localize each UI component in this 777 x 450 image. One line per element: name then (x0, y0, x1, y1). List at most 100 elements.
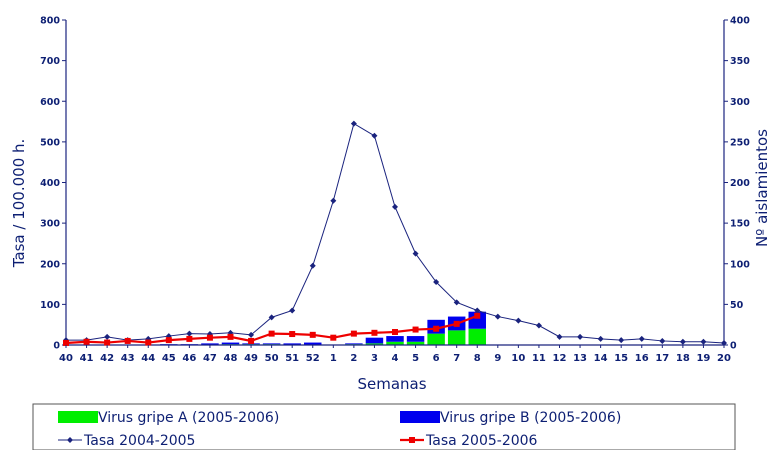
point-tasa-2004-2005 (309, 262, 316, 269)
point-tasa-2005-2006 (63, 339, 69, 346)
x-tick-label: 4 (392, 353, 399, 364)
y-axis-label-left: Tasa / 100.000 h. (10, 139, 28, 269)
point-tasa-2005-2006 (165, 337, 172, 344)
x-tick-label: 20 (717, 353, 731, 364)
point-tasa-2005-2006 (371, 329, 378, 336)
x-tick-label: 43 (121, 353, 135, 364)
bar-virus-b (221, 342, 240, 345)
y-left-tick-label: 800 (40, 16, 60, 27)
point-tasa-2004-2005 (494, 313, 501, 320)
point-tasa-2005-2006 (227, 333, 234, 340)
x-axis-label: Semanas (357, 375, 426, 393)
y-left-tick-label: 400 (40, 178, 60, 189)
y-left-tick-label: 0 (53, 341, 60, 352)
point-tasa-2005-2006 (453, 320, 460, 327)
legend-marker (67, 437, 73, 443)
x-tick-label: 15 (614, 353, 628, 364)
point-tasa-2005-2006 (124, 337, 131, 344)
y-right-tick-label: 250 (730, 137, 750, 148)
x-tick-label: 3 (371, 353, 378, 364)
x-axis-ticks: 40 41 42 43 44 45 46 47 48 49 50 51 52 1 2 3 4 5 6 7 8 9 10 11 1… (59, 345, 731, 364)
point-tasa-2004-2005 (618, 337, 625, 344)
x-tick-label: 2 (350, 353, 357, 364)
bar-virus-a (386, 341, 404, 345)
point-tasa-2005-2006 (350, 330, 357, 337)
x-tick-label: 14 (594, 353, 608, 364)
point-tasa-2004-2005 (556, 333, 563, 340)
y-left-tick-label: 300 (40, 219, 60, 230)
y-left-tick-label: 600 (40, 97, 60, 108)
x-tick-label: 48 (224, 353, 238, 364)
legend-swatch (58, 411, 98, 423)
point-tasa-2005-2006 (330, 334, 337, 341)
y-right-tick-label: 150 (730, 219, 750, 230)
y-left-tick-label: 500 (40, 137, 60, 148)
x-tick-label: 7 (453, 353, 460, 364)
bars (160, 311, 486, 345)
point-tasa-2005-2006 (392, 329, 398, 335)
x-tick-label: 18 (676, 353, 690, 364)
point-tasa-2004-2005 (453, 299, 460, 306)
x-tick-label: 19 (696, 353, 710, 364)
x-tick-label: 6 (433, 353, 440, 364)
right-axis-ticks: 0 50 100 150 200 250 300 350 400 (724, 16, 750, 352)
y-axis-label-right: Nº aislamientos (753, 129, 771, 247)
bar-virus-b (406, 336, 425, 342)
point-tasa-2005-2006 (248, 337, 255, 344)
axes (65, 20, 725, 346)
bar-virus-b (262, 343, 281, 345)
point-tasa-2005-2006 (412, 326, 419, 333)
point-tasa-2004-2005 (104, 333, 111, 340)
x-tick-label: 47 (203, 353, 217, 364)
point-tasa-2004-2005 (474, 307, 481, 314)
y-right-tick-label: 200 (730, 178, 750, 189)
x-tick-label: 41 (80, 353, 94, 364)
bar-virus-b (304, 342, 322, 345)
point-tasa-2004-2005 (248, 331, 255, 338)
bar-virus-b (468, 311, 486, 329)
legend-label: Virus gripe A (2005-2006) (98, 410, 279, 426)
x-tick-label: 44 (141, 353, 155, 364)
x-tick-label: 9 (494, 353, 501, 364)
series-line-tasa-2004-2005 (66, 122, 725, 344)
point-tasa-2005-2006 (268, 330, 275, 337)
point-tasa-2004-2005 (597, 335, 604, 342)
point-tasa-2005-2006 (433, 325, 440, 332)
y-left-tick-label: 700 (40, 56, 60, 67)
x-tick-label: 17 (655, 353, 669, 364)
lines (63, 120, 727, 346)
x-tick-label: 40 (59, 353, 73, 364)
point-tasa-2004-2005 (186, 330, 193, 337)
point-tasa-2004-2005 (535, 322, 542, 329)
y-right-tick-label: 400 (730, 16, 750, 27)
bar-virus-b (365, 337, 384, 344)
bar-virus-a (468, 328, 486, 345)
bar-virus-b (386, 336, 404, 342)
point-tasa-2005-2006 (145, 339, 152, 346)
x-tick-label: 10 (511, 353, 525, 364)
legend-swatch (400, 411, 440, 423)
point-tasa-2004-2005 (700, 338, 707, 345)
bar-virus-a (365, 343, 384, 345)
point-tasa-2004-2005 (721, 339, 727, 346)
bar-virus-a (406, 341, 425, 345)
point-tasa-2004-2005 (289, 307, 296, 314)
x-tick-label: 52 (306, 353, 320, 364)
point-tasa-2004-2005 (515, 317, 522, 324)
x-tick-label: 46 (182, 353, 196, 364)
point-tasa-2005-2006 (289, 331, 296, 338)
point-tasa-2005-2006 (474, 312, 481, 319)
legend-marker (409, 437, 415, 443)
x-tick-label: 12 (553, 353, 567, 364)
x-tick-label: 11 (532, 353, 546, 364)
x-tick-label: 16 (635, 353, 649, 364)
bar-virus-b (345, 343, 363, 345)
legend-label: Tasa 2005-2006 (425, 433, 538, 449)
point-tasa-2004-2005 (659, 337, 666, 344)
x-tick-label: 50 (265, 353, 279, 364)
point-tasa-2004-2005 (268, 314, 275, 321)
x-tick-label: 1 (330, 353, 337, 364)
point-tasa-2004-2005 (638, 335, 645, 342)
bar-virus-b (283, 343, 301, 345)
y-left-tick-label: 200 (40, 259, 60, 270)
